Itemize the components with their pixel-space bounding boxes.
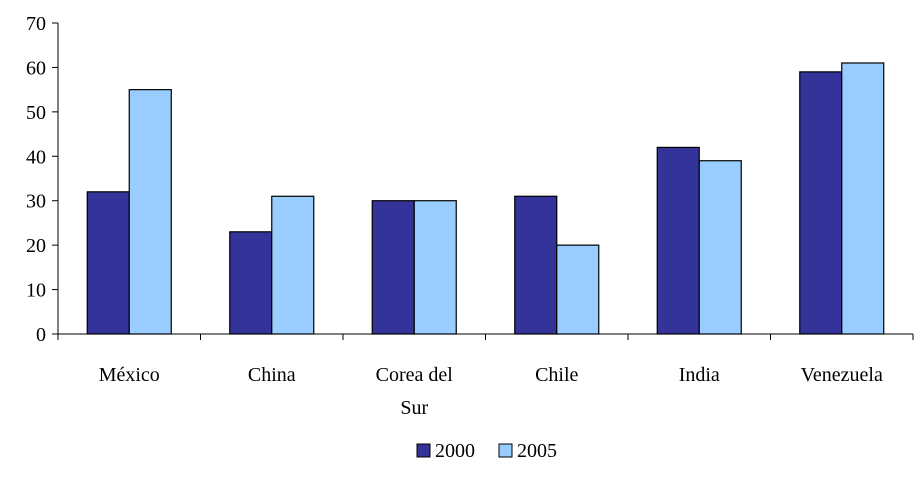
bar-2000-venezuela bbox=[799, 71, 843, 335]
x-category-label-line: China bbox=[248, 364, 296, 386]
y-tick-label: 30 bbox=[26, 191, 46, 213]
y-tick-label: 70 bbox=[26, 13, 46, 35]
legend-label-2000: 2000 bbox=[435, 440, 475, 462]
x-category-label: India bbox=[679, 364, 720, 386]
legend-swatch-2005 bbox=[498, 443, 513, 458]
x-category-label: Corea del Sur bbox=[376, 364, 454, 419]
bar-2000-corea-del-sur bbox=[371, 200, 415, 335]
bars bbox=[86, 62, 885, 335]
x-axis: México China Corea del Sur Chile India Venezue… bbox=[57, 333, 914, 419]
y-tick-label: 50 bbox=[26, 102, 46, 124]
x-category-label: China bbox=[248, 364, 296, 386]
y-tick-label: 10 bbox=[26, 280, 46, 302]
bar-2005-venezuela bbox=[841, 62, 885, 335]
legend-label-2005: 2005 bbox=[517, 440, 557, 462]
y-tick-label: 20 bbox=[26, 235, 46, 257]
bar-2000-chile bbox=[514, 195, 558, 335]
bar-2005-india bbox=[698, 160, 742, 335]
bar-2005-chile bbox=[556, 244, 600, 335]
bar-2000-méxico bbox=[86, 191, 130, 335]
y-tick-label: 60 bbox=[26, 57, 46, 79]
y-tick-label: 0 bbox=[36, 324, 46, 346]
y-axis: 0 10 20 30 40 50 60 70 bbox=[26, 13, 59, 346]
x-category-label: México bbox=[99, 364, 160, 386]
bar-2000-india bbox=[656, 146, 700, 335]
y-tick-label: 40 bbox=[26, 146, 46, 168]
x-category-label: Venezuela bbox=[801, 364, 883, 386]
legend: 2000 2005 bbox=[416, 440, 557, 462]
bar-2005-méxico bbox=[128, 89, 172, 335]
x-category-label-line: Corea del bbox=[376, 364, 454, 386]
x-category-label-line: Chile bbox=[535, 364, 578, 386]
bar-2005-china bbox=[271, 195, 315, 335]
x-category-label-line: India bbox=[679, 364, 720, 386]
legend-swatch-2000 bbox=[416, 443, 431, 458]
x-category-label: Chile bbox=[535, 364, 578, 386]
bar-2000-china bbox=[229, 231, 273, 335]
x-category-label-line: Sur bbox=[400, 397, 428, 419]
x-category-label-line: Venezuela bbox=[801, 364, 883, 386]
bar-2005-corea-del-sur bbox=[413, 200, 457, 335]
x-category-label-line: México bbox=[99, 364, 160, 386]
